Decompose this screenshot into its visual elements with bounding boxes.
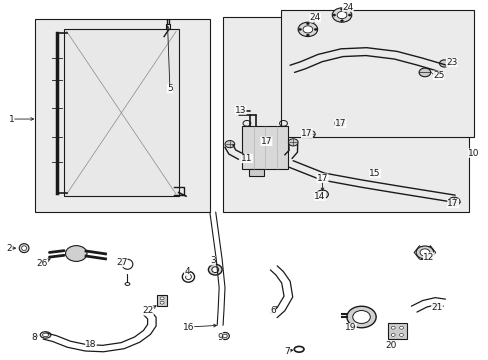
Circle shape [352, 311, 369, 323]
Text: 16: 16 [183, 323, 194, 332]
Bar [222, 17, 468, 212]
Text: 22: 22 [142, 306, 153, 315]
Circle shape [415, 246, 433, 259]
Circle shape [303, 26, 312, 33]
Circle shape [390, 326, 394, 329]
Circle shape [340, 20, 343, 22]
Ellipse shape [223, 334, 227, 338]
Text: 17: 17 [447, 199, 458, 208]
Text: 17: 17 [301, 129, 312, 138]
Text: 12: 12 [422, 253, 434, 262]
Circle shape [419, 249, 429, 256]
Circle shape [306, 34, 309, 36]
Text: 24: 24 [309, 13, 320, 22]
Text: 17: 17 [316, 174, 327, 183]
Circle shape [399, 333, 403, 336]
Ellipse shape [211, 267, 218, 273]
Circle shape [399, 326, 403, 329]
Text: 11: 11 [241, 154, 252, 163]
Bar [387, 323, 406, 338]
Text: 14: 14 [314, 192, 325, 201]
Circle shape [314, 28, 317, 31]
Text: 9: 9 [217, 333, 223, 342]
Text: 17: 17 [334, 119, 346, 128]
Circle shape [390, 333, 394, 336]
Text: 21: 21 [430, 303, 442, 312]
Bar [281, 10, 473, 137]
Circle shape [346, 306, 375, 328]
Ellipse shape [208, 264, 222, 275]
Text: 4: 4 [184, 267, 189, 276]
Ellipse shape [21, 246, 26, 251]
Text: 6: 6 [269, 306, 275, 315]
Text: 18: 18 [85, 340, 97, 349]
Ellipse shape [220, 332, 229, 339]
Circle shape [447, 197, 459, 206]
Circle shape [347, 14, 350, 16]
Ellipse shape [42, 333, 48, 337]
Circle shape [331, 8, 351, 22]
Text: 10: 10 [467, 149, 478, 158]
Text: 13: 13 [234, 105, 246, 114]
Text: 23: 23 [445, 58, 456, 67]
Circle shape [65, 246, 87, 261]
Text: 5: 5 [167, 84, 172, 93]
Circle shape [305, 131, 315, 138]
Ellipse shape [40, 332, 51, 338]
Text: 26: 26 [37, 259, 48, 268]
Text: 20: 20 [385, 341, 396, 350]
Text: 1: 1 [8, 114, 14, 123]
Circle shape [224, 140, 234, 148]
Circle shape [306, 23, 309, 25]
Circle shape [336, 12, 346, 19]
Ellipse shape [19, 244, 29, 253]
Text: 15: 15 [368, 169, 380, 178]
Circle shape [439, 60, 448, 67]
Circle shape [340, 8, 343, 10]
Circle shape [418, 68, 430, 77]
Text: 24: 24 [342, 3, 353, 12]
Polygon shape [64, 30, 178, 196]
Text: 27: 27 [116, 258, 127, 267]
Circle shape [332, 14, 335, 16]
Circle shape [334, 120, 344, 127]
Bar [249, 168, 264, 176]
Circle shape [288, 139, 298, 146]
Circle shape [160, 297, 163, 300]
Text: 2: 2 [7, 244, 12, 253]
Circle shape [298, 22, 317, 37]
Bar [157, 295, 167, 306]
Text: 8: 8 [31, 333, 37, 342]
Bar [35, 19, 210, 212]
Circle shape [316, 190, 328, 199]
Text: 19: 19 [345, 323, 356, 332]
Text: 7: 7 [284, 347, 290, 356]
Text: 17: 17 [260, 137, 272, 146]
Circle shape [160, 301, 163, 304]
Text: 3: 3 [209, 256, 215, 265]
Bar [242, 126, 288, 169]
Circle shape [298, 28, 301, 31]
Text: 25: 25 [432, 71, 444, 80]
